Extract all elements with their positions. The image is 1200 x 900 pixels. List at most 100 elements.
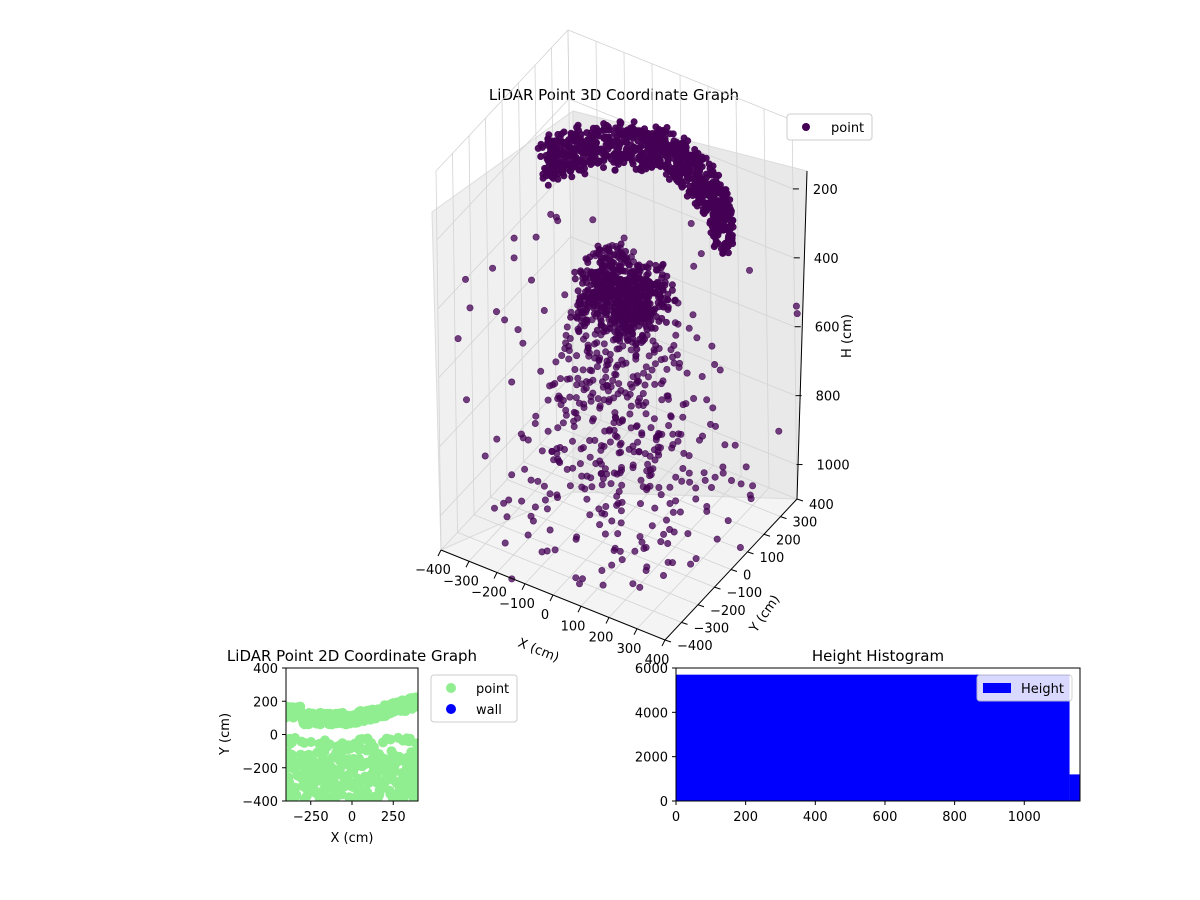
point-3d xyxy=(554,455,562,463)
point-3d xyxy=(629,461,637,469)
point-3d xyxy=(616,547,624,555)
point-3d xyxy=(570,417,578,425)
point-3d xyxy=(626,390,634,398)
point-3d xyxy=(661,134,669,142)
point-3d xyxy=(637,156,645,164)
point-3d xyxy=(590,310,598,318)
point-3d xyxy=(709,162,717,170)
point-3d xyxy=(611,319,619,327)
point-3d xyxy=(611,288,619,296)
point-3d xyxy=(618,417,626,425)
point-3d xyxy=(608,263,616,271)
point-3d xyxy=(616,337,624,345)
grid-line xyxy=(436,98,794,241)
point-3d xyxy=(598,566,606,574)
point-2d xyxy=(286,735,295,746)
grid-line xyxy=(534,65,541,445)
point-3d xyxy=(598,481,606,489)
point-3d xyxy=(635,322,643,330)
histogram-title: Height Histogram xyxy=(812,647,944,665)
point-3d xyxy=(678,141,686,149)
point-2d xyxy=(348,714,359,725)
point-3d xyxy=(596,404,604,412)
point-3d xyxy=(586,378,594,386)
x-tick-label-3d: −400 xyxy=(415,563,451,578)
point-3d xyxy=(691,146,699,154)
grid-line xyxy=(518,82,524,462)
point-3d xyxy=(658,314,666,322)
point-3d xyxy=(618,284,626,292)
point-3d xyxy=(749,482,757,490)
point-3d xyxy=(566,334,574,342)
point-3d xyxy=(593,326,601,334)
histogram-legend: Height xyxy=(976,674,1073,702)
point-3d xyxy=(576,304,584,312)
point-2d xyxy=(303,749,314,760)
point-3d xyxy=(672,473,680,481)
y-tick-label-3d: −200 xyxy=(710,604,746,619)
point-3d xyxy=(659,260,667,268)
point-3d xyxy=(685,452,693,460)
point-3d xyxy=(514,326,522,334)
point-3d xyxy=(668,444,676,452)
point-3d xyxy=(586,253,594,261)
point-3d xyxy=(707,201,715,209)
point-3d xyxy=(604,152,612,160)
point-2d xyxy=(354,782,365,793)
point-3d xyxy=(531,419,539,427)
x-tick-mark-3d xyxy=(605,617,610,624)
point-3d xyxy=(620,234,628,242)
point-3d xyxy=(729,240,737,248)
point-3d xyxy=(556,161,564,169)
point-2d xyxy=(311,788,322,799)
point-3d xyxy=(629,277,637,285)
z-tick-label-3d: 1000 xyxy=(817,459,850,474)
point-3d xyxy=(617,240,625,248)
point-3d xyxy=(592,144,600,152)
point-2d xyxy=(340,718,351,729)
point-3d xyxy=(501,539,509,547)
point-2d xyxy=(292,770,303,781)
point-3d xyxy=(517,430,525,438)
point-3d xyxy=(629,580,637,588)
point-3d xyxy=(674,299,682,307)
z-tick-label-3d: 800 xyxy=(816,390,841,405)
point-3d xyxy=(606,356,614,364)
point-3d xyxy=(587,393,595,401)
point-3d xyxy=(706,420,714,428)
point-2d xyxy=(296,708,307,718)
point-cloud-3d xyxy=(454,118,801,591)
histogram-ticks: 0 200 400 600 800 1000 0 2000 4000 6000 xyxy=(635,662,1041,825)
point-3d xyxy=(628,383,636,391)
y-tick-mark-3d xyxy=(747,551,754,555)
point-3d xyxy=(607,306,615,314)
point-3d xyxy=(685,469,693,477)
point-3d xyxy=(615,252,623,260)
point-3d xyxy=(605,398,613,406)
point-3d xyxy=(629,267,637,275)
point-3d xyxy=(719,469,727,477)
point-3d xyxy=(598,283,606,291)
point-3d xyxy=(690,394,698,402)
histogram-y-tick-label: 6000 xyxy=(635,662,668,677)
point-3d xyxy=(717,197,725,205)
point-3d xyxy=(547,210,555,218)
point-3d xyxy=(658,396,666,404)
point-3d xyxy=(618,481,626,489)
point-2d xyxy=(370,713,381,724)
x-tick-label-3d: 200 xyxy=(589,631,614,646)
point-3d xyxy=(722,243,730,251)
point-3d xyxy=(646,290,654,298)
legend-2d-label-wall: wall xyxy=(476,703,502,718)
point-3d xyxy=(631,547,639,555)
point-3d xyxy=(508,471,516,479)
point-2d xyxy=(365,738,375,749)
point-3d xyxy=(737,480,745,488)
point-3d xyxy=(627,402,635,410)
point-3d xyxy=(685,324,693,332)
point-3d xyxy=(614,530,622,538)
y-tick-mark-3d xyxy=(664,639,672,643)
point-3d xyxy=(527,476,535,484)
x-tick-mark-3d xyxy=(521,583,526,590)
